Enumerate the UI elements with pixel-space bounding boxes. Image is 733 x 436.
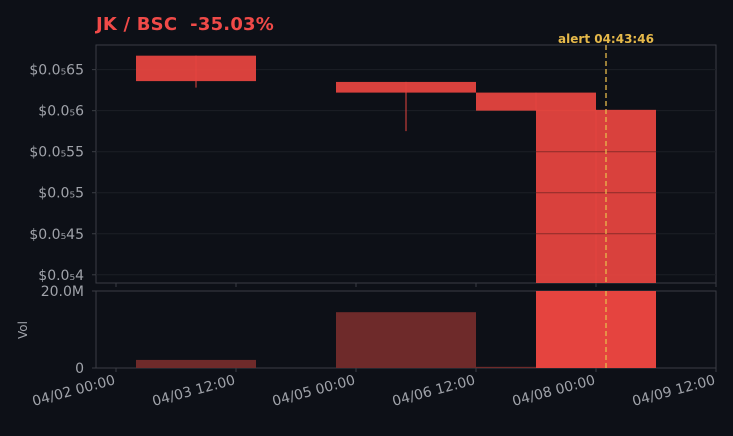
alert-marker: alert 04:43:46 bbox=[558, 32, 654, 368]
alert-label: alert 04:43:46 bbox=[558, 32, 654, 46]
x-tick-label: 04/03 12:00 bbox=[151, 372, 237, 409]
volume-bar bbox=[336, 312, 476, 368]
volume-y-axis: 0 20.0M bbox=[41, 284, 96, 377]
price-y-axis: $0.0₅4 $0.0₅45 $0.0₅5 $0.0₅55 $0.0₅6 $0.0₅65 bbox=[29, 63, 96, 284]
price-y-tick-label: $0.0₅45 bbox=[29, 227, 84, 243]
price-y-tick-label: $0.0₅6 bbox=[38, 104, 84, 120]
volume-bar bbox=[136, 359, 256, 368]
x-tick-label: 04/06 12:00 bbox=[391, 372, 477, 409]
x-tick-label: 04/08 00:00 bbox=[511, 372, 597, 409]
price-y-tick-label: $0.0₅4 bbox=[38, 268, 84, 284]
candle-body bbox=[336, 81, 476, 93]
candle-body bbox=[136, 55, 256, 82]
volume-y-tick-label: 0 bbox=[75, 361, 84, 377]
price-y-tick-label: $0.0₅55 bbox=[29, 145, 84, 161]
volume-bar bbox=[536, 291, 656, 368]
x-tick-label: 04/09 12:00 bbox=[631, 372, 717, 409]
price-y-tick-label: $0.0₅65 bbox=[29, 63, 84, 79]
candle-body bbox=[536, 109, 656, 284]
candles-layer bbox=[136, 55, 656, 284]
price-y-tick-label: $0.0₅5 bbox=[38, 186, 84, 202]
x-tick-label: 04/02 00:00 bbox=[31, 372, 117, 409]
chart-title: JK / BSC -35.03% bbox=[96, 14, 275, 35]
x-tick-label: 04/05 00:00 bbox=[271, 372, 357, 409]
volume-bars-layer bbox=[136, 291, 656, 368]
candle-body bbox=[476, 92, 596, 111]
volume-y-tick-label: 20.0M bbox=[41, 284, 84, 300]
volume-axis-label: Vol bbox=[16, 321, 30, 339]
